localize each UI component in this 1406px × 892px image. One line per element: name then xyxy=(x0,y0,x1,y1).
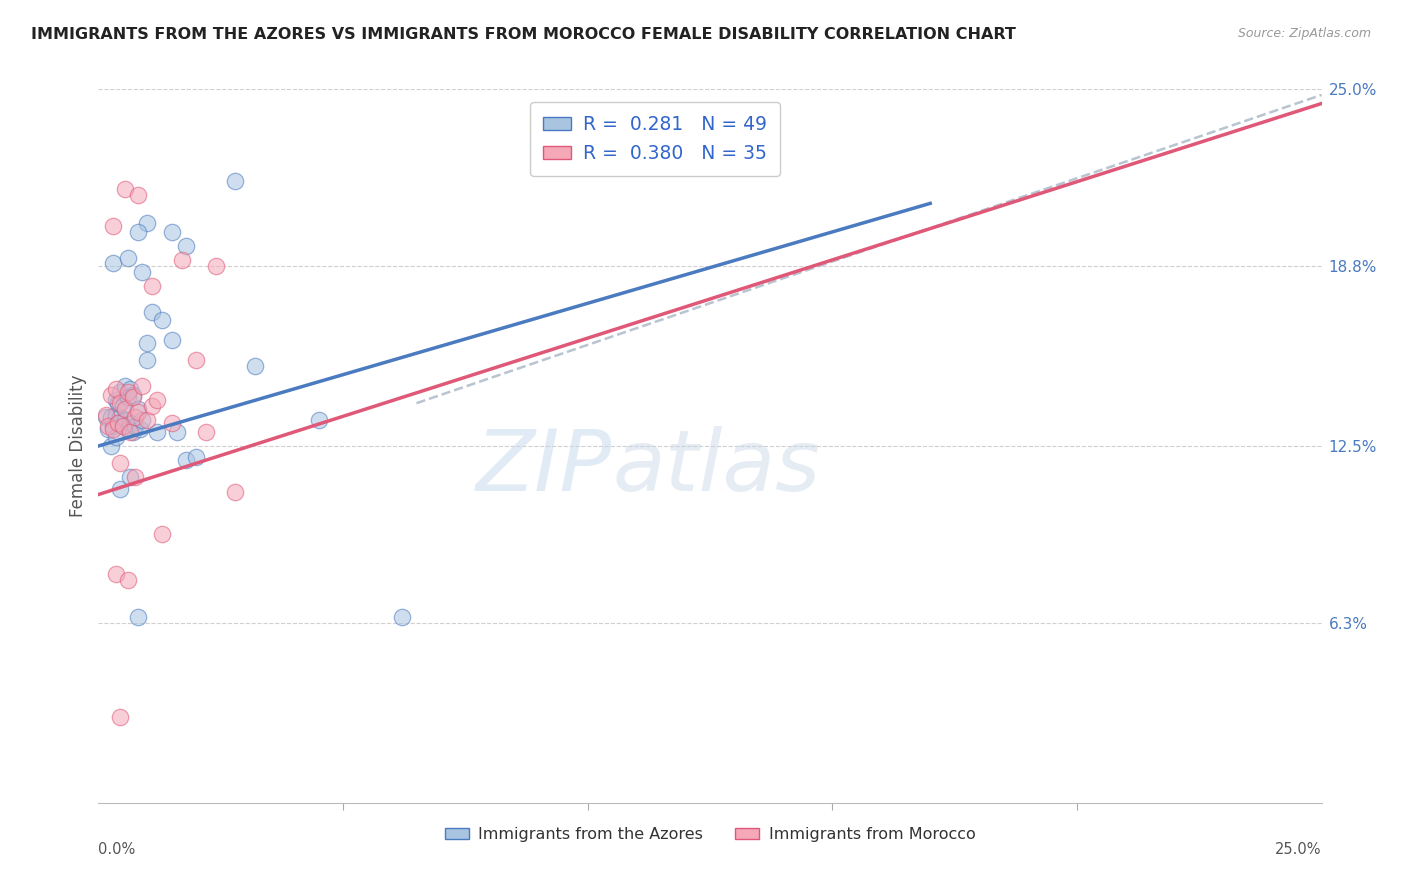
Point xyxy=(101,256,124,270)
Point xyxy=(120,425,142,439)
Point xyxy=(110,710,132,724)
Point xyxy=(117,422,139,436)
Legend: Immigrants from the Azores, Immigrants from Morocco: Immigrants from the Azores, Immigrants f… xyxy=(439,821,981,848)
Point xyxy=(107,396,129,410)
Point xyxy=(121,387,143,401)
Text: atlas: atlas xyxy=(612,425,820,509)
Point xyxy=(127,225,149,239)
Point xyxy=(121,425,143,439)
Point xyxy=(176,239,198,253)
Point xyxy=(195,425,218,439)
Point xyxy=(107,416,129,430)
Point xyxy=(110,396,132,410)
Point xyxy=(391,610,413,624)
Point xyxy=(101,419,124,434)
Y-axis label: Female Disability: Female Disability xyxy=(69,375,87,517)
Text: IMMIGRANTS FROM THE AZORES VS IMMIGRANTS FROM MOROCCO FEMALE DISABILITY CORRELAT: IMMIGRANTS FROM THE AZORES VS IMMIGRANTS… xyxy=(31,27,1015,42)
Point xyxy=(104,382,127,396)
Point xyxy=(224,484,246,499)
Point xyxy=(101,219,124,234)
Point xyxy=(141,305,163,319)
Point xyxy=(127,401,149,416)
Point xyxy=(146,393,169,408)
Point xyxy=(176,453,198,467)
Point xyxy=(104,408,127,422)
Point xyxy=(110,482,132,496)
Point xyxy=(107,416,129,430)
Point xyxy=(100,387,122,401)
Point xyxy=(243,359,266,373)
Point xyxy=(94,408,117,422)
Point xyxy=(110,410,132,425)
Point xyxy=(186,450,208,465)
Point xyxy=(114,413,136,427)
Point xyxy=(160,416,183,430)
Point xyxy=(141,399,163,413)
Point xyxy=(110,384,132,399)
Point xyxy=(120,382,142,396)
Point xyxy=(111,399,134,413)
Point xyxy=(114,379,136,393)
Point xyxy=(111,419,134,434)
Point xyxy=(224,173,246,187)
Point xyxy=(146,425,169,439)
Point xyxy=(117,391,139,405)
Point xyxy=(127,610,149,624)
Text: 0.0%: 0.0% xyxy=(98,842,135,857)
Point xyxy=(650,142,672,156)
Point xyxy=(205,259,228,273)
Point xyxy=(104,567,127,582)
Point xyxy=(170,253,193,268)
Point xyxy=(131,379,153,393)
Point xyxy=(136,216,159,230)
Point xyxy=(124,410,146,425)
Point xyxy=(124,470,146,484)
Point xyxy=(121,391,143,405)
Point xyxy=(111,419,134,434)
Point xyxy=(186,353,208,368)
Text: ZIP: ZIP xyxy=(475,425,612,509)
Point xyxy=(136,336,159,351)
Point xyxy=(117,573,139,587)
Point xyxy=(100,410,122,425)
Point xyxy=(120,470,142,484)
Point xyxy=(136,353,159,368)
Point xyxy=(117,384,139,399)
Point xyxy=(150,313,173,327)
Point xyxy=(141,279,163,293)
Point xyxy=(114,401,136,416)
Point xyxy=(104,430,127,444)
Point xyxy=(101,422,124,436)
Point xyxy=(166,425,188,439)
Text: Source: ZipAtlas.com: Source: ZipAtlas.com xyxy=(1237,27,1371,40)
Point xyxy=(160,225,183,239)
Point xyxy=(104,393,127,408)
Point xyxy=(127,187,149,202)
Point xyxy=(100,439,122,453)
Point xyxy=(131,265,153,279)
Point xyxy=(124,419,146,434)
Text: 25.0%: 25.0% xyxy=(1275,842,1322,857)
Point xyxy=(117,251,139,265)
Point xyxy=(136,413,159,427)
Point xyxy=(97,422,120,436)
Point xyxy=(131,413,153,427)
Point xyxy=(150,527,173,541)
Point xyxy=(114,182,136,196)
Point xyxy=(160,334,183,348)
Point xyxy=(129,422,152,436)
Point xyxy=(308,413,330,427)
Point xyxy=(120,416,142,430)
Point xyxy=(97,419,120,434)
Point xyxy=(94,410,117,425)
Point xyxy=(127,405,149,419)
Point xyxy=(110,456,132,470)
